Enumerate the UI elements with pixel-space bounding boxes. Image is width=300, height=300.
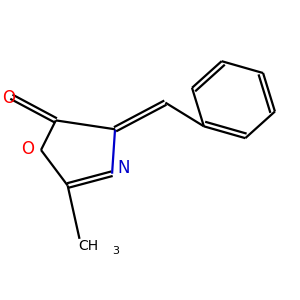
Text: O: O: [2, 89, 15, 107]
Text: CH: CH: [78, 239, 98, 253]
Text: N: N: [117, 159, 130, 177]
Text: O: O: [21, 140, 34, 158]
Text: 3: 3: [112, 246, 119, 256]
